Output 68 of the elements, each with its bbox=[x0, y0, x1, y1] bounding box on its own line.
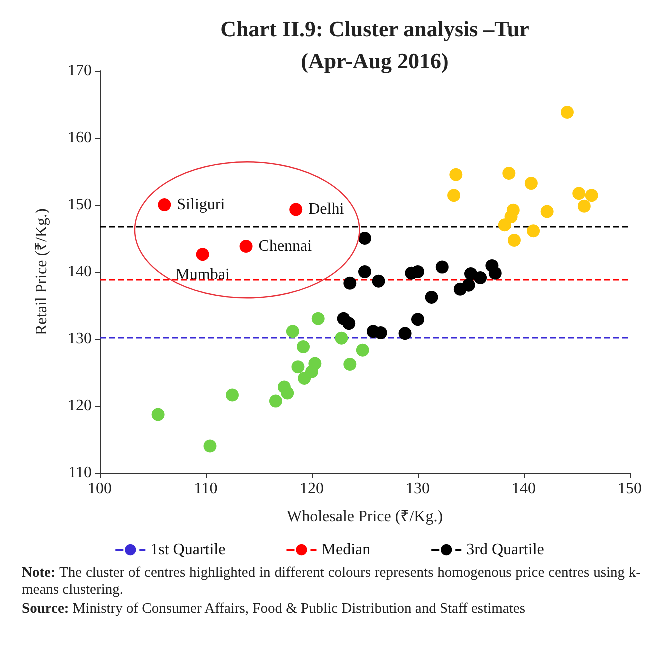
legend-label: Median bbox=[322, 542, 371, 558]
point bbox=[358, 266, 372, 278]
point bbox=[527, 224, 540, 238]
point bbox=[448, 189, 461, 202]
point bbox=[374, 326, 388, 340]
point bbox=[356, 344, 370, 357]
point bbox=[281, 386, 294, 400]
data-label: Chennai bbox=[258, 238, 313, 256]
x-tick-label: 140 bbox=[512, 480, 536, 498]
point bbox=[585, 189, 598, 202]
y-tick-label: 150 bbox=[68, 196, 92, 214]
point bbox=[412, 313, 424, 326]
y-tick-label: 130 bbox=[68, 330, 92, 348]
point bbox=[240, 240, 253, 254]
point bbox=[372, 274, 386, 288]
source-note: Source: Ministry of Consumer Affairs, Food & Public Distribution and Staff estimates bbox=[22, 601, 526, 618]
x-tick-label: 100 bbox=[88, 480, 112, 498]
point bbox=[450, 168, 463, 182]
y-tick-label: 160 bbox=[68, 130, 92, 146]
point bbox=[204, 440, 217, 453]
point bbox=[398, 327, 412, 340]
point bbox=[572, 187, 586, 200]
point bbox=[358, 232, 372, 245]
x-axis-title: Wholesale Price (₹/Kg.) bbox=[286, 508, 444, 526]
point bbox=[290, 203, 303, 216]
point bbox=[297, 340, 310, 354]
point bbox=[425, 290, 438, 304]
legend-label: 1st Quartile bbox=[150, 542, 226, 558]
y-tick-label: 120 bbox=[68, 398, 92, 414]
chart-title: Chart II.9: Cluster analysis –Tur (Apr-Aug 2016) bbox=[220, 16, 530, 74]
y-tick-label: 170 bbox=[68, 62, 92, 80]
point bbox=[286, 325, 300, 338]
point bbox=[344, 276, 357, 290]
point bbox=[578, 200, 591, 213]
x-tick-label: 120 bbox=[300, 480, 324, 498]
point bbox=[502, 167, 516, 180]
point bbox=[342, 317, 356, 330]
x-tick-label: 150 bbox=[618, 480, 642, 498]
point bbox=[488, 266, 502, 280]
point bbox=[462, 278, 476, 292]
x-tick-label: 110 bbox=[194, 480, 218, 498]
point bbox=[474, 272, 488, 285]
point bbox=[344, 358, 357, 371]
point bbox=[269, 394, 282, 408]
point bbox=[524, 177, 538, 190]
point bbox=[308, 357, 322, 370]
data-label: Delhi bbox=[308, 201, 345, 218]
point bbox=[436, 260, 449, 274]
y-tick-label: 140 bbox=[68, 264, 92, 280]
point bbox=[196, 248, 210, 262]
data-label: Mumbai bbox=[176, 266, 230, 284]
point bbox=[506, 204, 520, 217]
y-tick-label: 110 bbox=[68, 464, 92, 482]
point bbox=[158, 198, 172, 212]
point bbox=[560, 106, 574, 120]
x-tick-label: 130 bbox=[406, 480, 430, 498]
point bbox=[508, 234, 521, 248]
point bbox=[335, 332, 348, 345]
point bbox=[312, 312, 325, 326]
y-axis-title: Retail Price (₹/Kg.) bbox=[34, 208, 50, 336]
point bbox=[226, 388, 239, 402]
legend-label: 3rd Quartile bbox=[466, 542, 544, 558]
text: Note: The cluster of centres highlighted in different colours represents homogenous price centres using k-means clustering. bbox=[22, 565, 641, 599]
point bbox=[292, 360, 305, 374]
point bbox=[412, 266, 424, 278]
point bbox=[540, 205, 554, 218]
data-label: Siliguri bbox=[177, 196, 226, 214]
point bbox=[152, 408, 165, 422]
